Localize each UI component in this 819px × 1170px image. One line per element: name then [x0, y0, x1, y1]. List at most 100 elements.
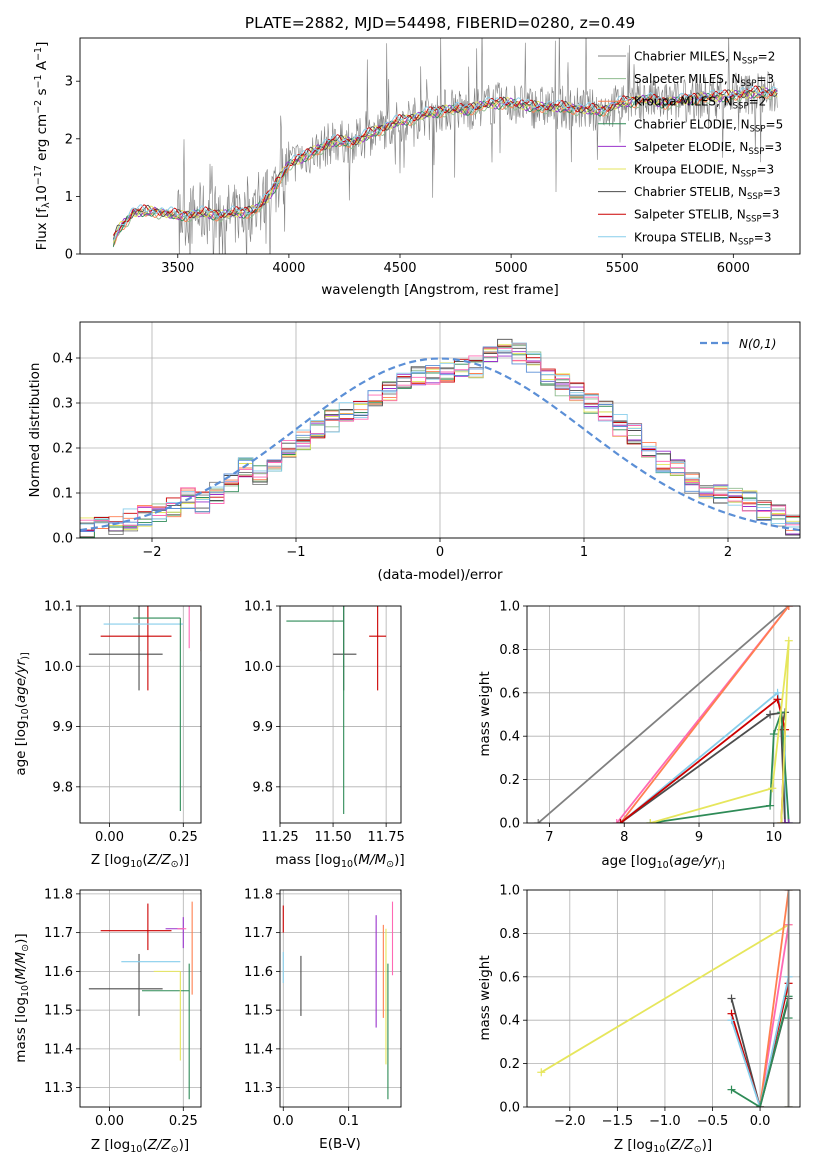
histogram-step-line [80, 342, 800, 528]
y-tick-label: 9.8 [252, 780, 273, 795]
y-tick-label: 11.5 [244, 1004, 273, 1019]
weight-line [730, 976, 790, 1107]
spectrum-ylabel-part: −17 [33, 165, 44, 185]
mass-Z-xlabel-part: Z [log [91, 1137, 130, 1153]
age-mass-xlabel-part: mass [log [275, 852, 341, 868]
x-tick-label: 5500 [606, 261, 639, 276]
spectrum-axes: 3500 4000 4500 5000 5500 6000 0 1 2 3 [65, 37, 801, 276]
y-tick-label: 2 [65, 132, 73, 147]
legend-label-sub: SSP [741, 79, 757, 89]
y-tick-label: 1 [65, 190, 73, 205]
plot-frame [79, 37, 801, 255]
x-tick-label: 1 [580, 545, 588, 560]
y-tick-label: 3 [65, 75, 73, 90]
mass-Z-xlabel-part: )] [179, 1137, 190, 1153]
y-tick-label: 10.0 [44, 660, 73, 675]
legend-label-sub: SSP [747, 192, 763, 202]
y-tick-label: 11.4 [244, 1042, 273, 1057]
age-Z-ylabel-part: ( [13, 703, 29, 708]
y-tick-label: 9.9 [252, 720, 273, 735]
x-tick-label: 0.0 [273, 1114, 294, 1129]
age-Z-ylabel: age [log10(age/yr)] [13, 652, 31, 775]
legend-label-main: Chabrier ELODIE, N [634, 117, 750, 131]
y-tick-label: 0.4 [499, 730, 520, 745]
plot-frame [279, 605, 402, 824]
x-tick-label: −2.0 [554, 1114, 586, 1129]
x-tick-label: −1 [286, 545, 305, 560]
legend-label: Kroupa STELIB, NSSP=3 [634, 230, 772, 247]
y-tick-label: 0.4 [499, 1014, 520, 1029]
x-tick-label: 0.25 [169, 1114, 198, 1129]
y-tick-label: 11.5 [44, 1004, 73, 1019]
age-mass-xlabel-part: ( [353, 852, 358, 868]
y-tick-label: 0.0 [499, 1101, 520, 1116]
y-tick-label: 11.6 [244, 965, 273, 980]
x-tick-label: 0.0 [750, 1114, 771, 1129]
x-tick-label: −1.5 [602, 1114, 634, 1129]
spectrum-ylabel-part: −1 [33, 47, 44, 61]
y-tick-label: 11.8 [44, 887, 73, 902]
y-tick-label: 10.0 [244, 660, 273, 675]
legend-label-sub: SSP [748, 147, 764, 157]
residuals-axes: −2 −1 0 1 2 0.0 0.1 0.2 0.3 0.4 [52, 321, 801, 560]
x-tick-label: 4000 [272, 261, 305, 276]
y-tick-label: 9.8 [52, 780, 73, 795]
x-tick-label: −1.0 [649, 1114, 681, 1129]
x-tick-label: 11.50 [314, 830, 351, 845]
legend-label: Kroupa ELODIE, NSSP=3 [634, 163, 774, 180]
legend-label-tail: =3 [764, 140, 782, 154]
model-line [112, 90, 778, 247]
y-tick-label: 0.6 [499, 686, 520, 701]
plot-frame [79, 321, 801, 539]
age-Z-xlabel-part: Z [log [91, 852, 130, 868]
x-tick-label: 0.00 [95, 830, 124, 845]
x-tick-label: 8 [620, 830, 628, 845]
legend-label: Salpeter MILES, NSSP=3 [634, 72, 774, 89]
weight-line [730, 983, 790, 1107]
y-tick-label: 11.3 [244, 1081, 273, 1096]
legend-label-tail: =3 [762, 208, 780, 222]
spectrum-ylabel-part: 10 [34, 185, 50, 202]
weight-Z-ylabel: mass weight [477, 955, 493, 1040]
mass-Z-ylabel-part: )] [13, 933, 29, 944]
mass-Z-xlabel: Z [log10(Z/Z⊙)] [91, 1137, 189, 1155]
mass-Z-ylabel-part: ( [13, 980, 29, 985]
mass-Z-ylabel-part: ⊙ [20, 944, 31, 952]
mass-Z-xlabel-part: ( [142, 1137, 147, 1153]
y-tick-label: 1.0 [499, 600, 520, 615]
age-mass-xlabel-part: M/M [358, 852, 386, 868]
plot-frame [279, 889, 402, 1108]
legend-label-tail: =5 [766, 117, 784, 131]
y-tick-label: 0.4 [52, 352, 73, 367]
legend-label: Chabrier ELODIE, NSSP=5 [634, 117, 783, 134]
legend-label-tail: =3 [756, 163, 774, 177]
weight-age-xlabel: age [log10(age/yr)] [601, 853, 724, 871]
legend-label-main: Kroupa ELODIE, N [634, 163, 741, 177]
x-tick-label: 2 [724, 545, 732, 560]
mass-Z-ylabel: mass [log10(M/M⊙)] [13, 933, 31, 1062]
legend-label-main: Salpeter ELODIE, N [634, 140, 748, 154]
spectrum-ylabel-part: −1 [33, 74, 44, 88]
x-tick-label: 4500 [383, 261, 416, 276]
weight_vs_Z-plot [537, 890, 793, 1107]
weight-line [759, 890, 790, 1107]
histogram-step-line [80, 346, 800, 533]
spectrum-title: PLATE=2882, MJD=54498, FIBERID=0280, z=0… [245, 14, 635, 32]
y-tick-label: 0.1 [52, 487, 73, 502]
spectrum-ylabel-part: −2 [33, 100, 44, 114]
mass-Z-ylabel-part: M/M [13, 951, 29, 979]
spectrum-ylabel-part: ] [34, 42, 50, 47]
legend-label-sub: SSP [750, 124, 766, 134]
x-tick-label: −0.5 [697, 1114, 729, 1129]
age_vs_Z-axes: 0.00 0.25 9.8 9.9 10.0 10.1 [44, 600, 202, 845]
spectrum-ylabel-part: erg cm [34, 114, 50, 165]
legend-label-tail: =2 [758, 50, 776, 64]
weight-Z-xlabel-part: Z/Z [670, 1137, 695, 1153]
legend-label: N(0,1) [739, 337, 776, 351]
legend-label-sub: SSP [741, 170, 757, 180]
y-tick-label: 0.3 [52, 397, 73, 412]
weight_vs_Z-axes: −2.0 −1.5 −1.0 −0.5 0.0 0.0 0.2 0.4 0.6 0.8 1.0 [499, 884, 801, 1129]
mass-Z-xlabel-part: 10 [130, 1144, 142, 1155]
y-tick-label: 0.2 [499, 773, 520, 788]
